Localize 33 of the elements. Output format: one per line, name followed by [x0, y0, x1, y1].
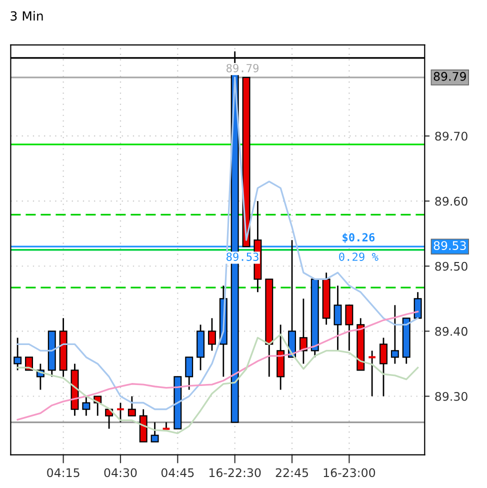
candlestick: [150, 422, 159, 442]
candlestick: [105, 408, 114, 430]
candlestick: [380, 337, 388, 397]
candlestick: [299, 298, 308, 364]
annotation: 89.53: [226, 252, 258, 261]
candlestick: [82, 396, 90, 416]
candlestick: [116, 402, 125, 423]
candlestick: [345, 304, 354, 352]
chart-title: 3 Min: [10, 11, 43, 21]
ref-line-label: 89.53: [434, 241, 466, 250]
x-tick-label: 04:45: [161, 468, 194, 478]
x-tick-label: 04:15: [47, 468, 80, 478]
annotation: 0.29 %: [339, 252, 378, 261]
candlestick: [368, 350, 377, 397]
candlestick: [128, 396, 136, 416]
y-tick-label: 89.40: [435, 326, 468, 336]
y-tick-label: 89.60: [435, 196, 468, 206]
x-tick-label: 16-22:30: [209, 468, 261, 478]
candlestick: [208, 317, 216, 352]
line-series: [16, 334, 419, 434]
x-tick-label: 16-23:00: [324, 468, 376, 478]
y-tick-label: 89.50: [435, 262, 468, 271]
annotation: $0.26: [342, 232, 375, 243]
x-tick-label: 04:30: [104, 468, 137, 478]
y-tick-label: 89.30: [435, 392, 468, 401]
ref-line-label: 89.79: [434, 72, 466, 81]
candlestick: [390, 304, 399, 364]
x-tick-label: 22:45: [276, 468, 308, 478]
candlestick: [185, 356, 194, 390]
candlestick: [334, 284, 342, 352]
y-tick-label: 89.70: [435, 132, 468, 141]
candlestick: [14, 337, 22, 371]
annotation: 89.79: [226, 64, 258, 72]
